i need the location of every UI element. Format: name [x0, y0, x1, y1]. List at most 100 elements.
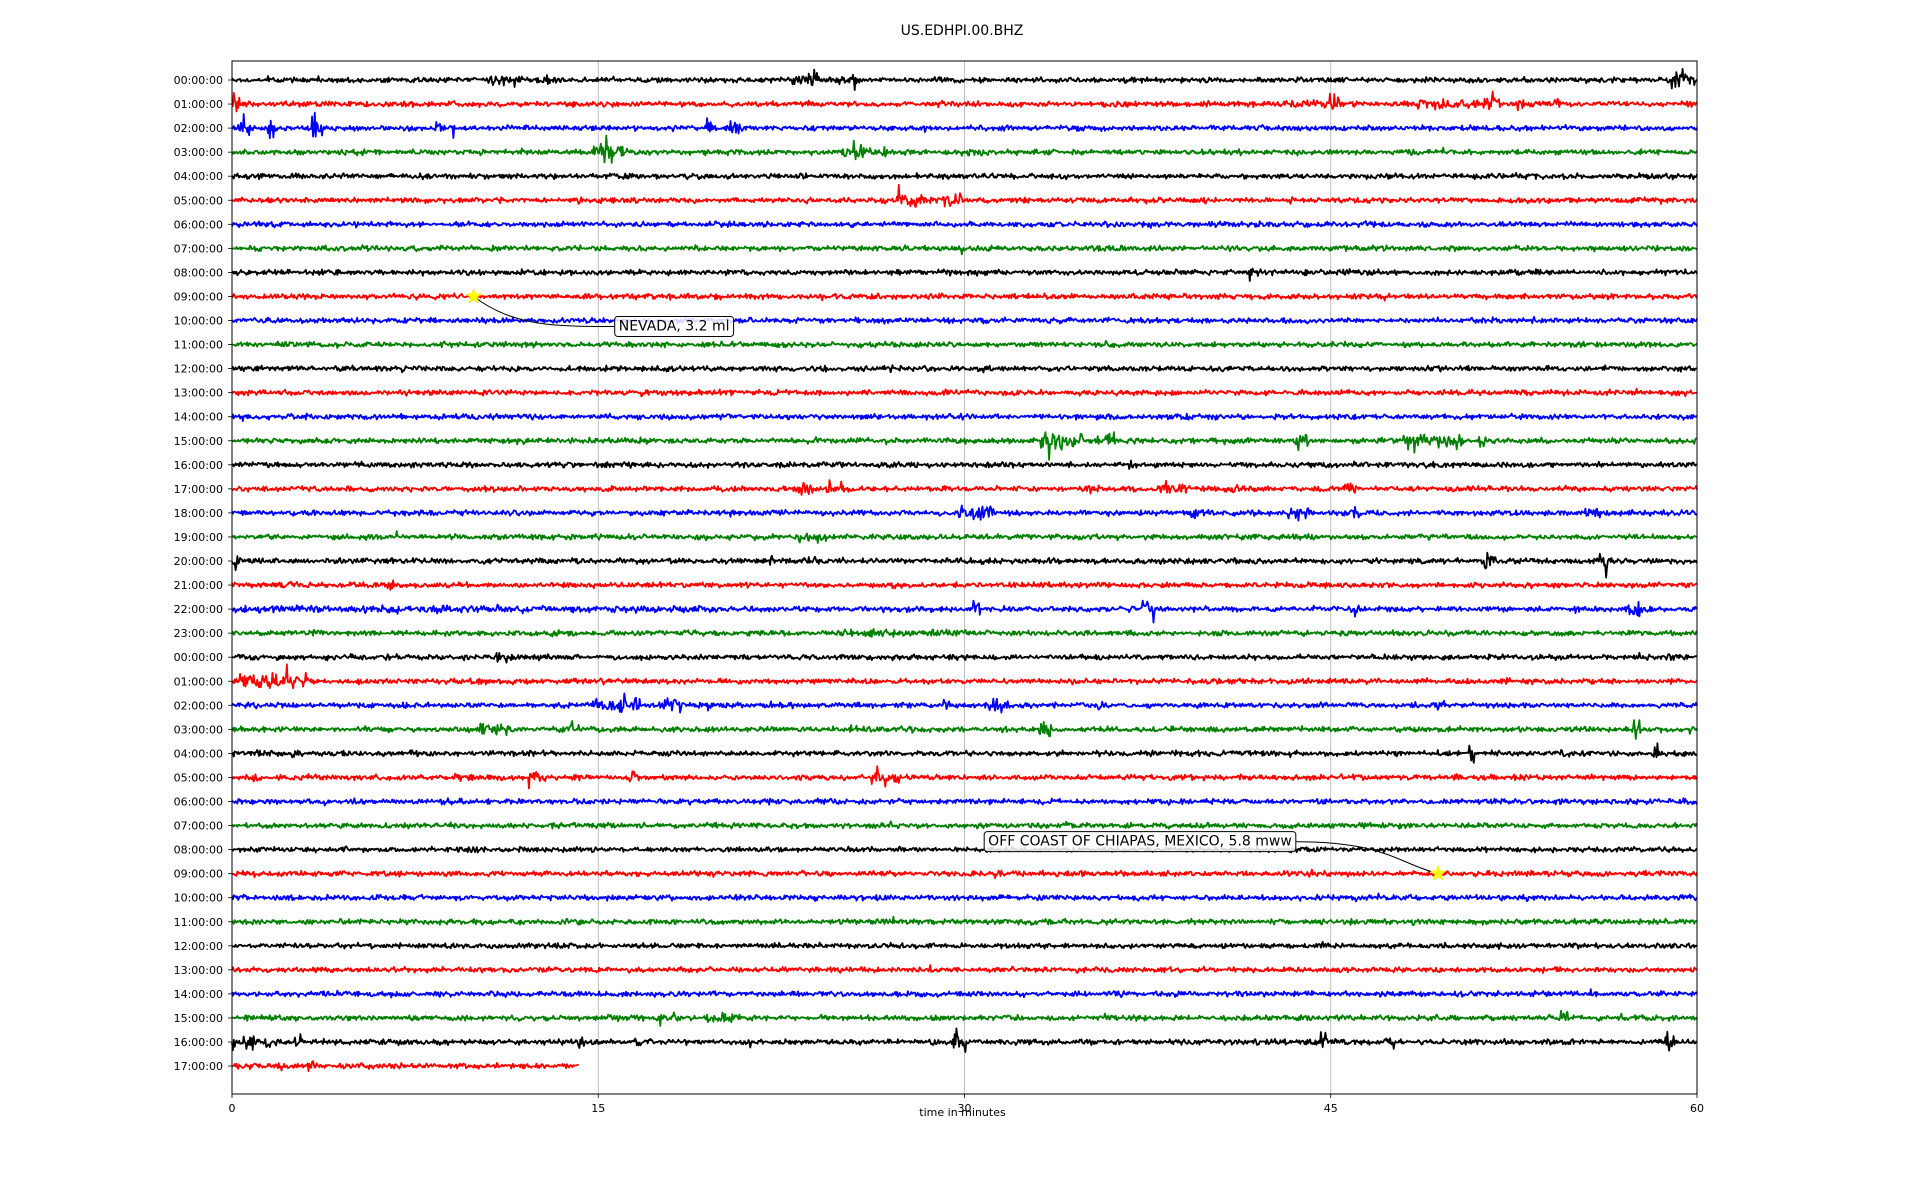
y-tick-label: 19:00:00 [174, 531, 223, 544]
y-tick-label: 02:00:00 [174, 699, 223, 712]
x-tick-label: 45 [1324, 1102, 1338, 1115]
y-tick-label: 09:00:00 [174, 290, 223, 303]
y-tick-label: 08:00:00 [174, 266, 223, 279]
trace-line [231, 964, 1698, 974]
y-tick-label: 13:00:00 [174, 387, 223, 400]
traces [231, 68, 1698, 1072]
trace-line [231, 387, 1698, 398]
event-leader-line [473, 296, 615, 327]
trace-line [231, 479, 1698, 496]
trace-line [231, 651, 1698, 664]
trace-line [231, 742, 1698, 764]
y-tick-label: 14:00:00 [174, 988, 223, 1001]
y-tick-label: 07:00:00 [174, 242, 223, 255]
trace-line [231, 530, 1698, 544]
trace-line [231, 1009, 1698, 1027]
trace-line [231, 797, 1698, 807]
trace-line [231, 663, 1698, 690]
trace-line [231, 599, 1698, 624]
grid-lines [597, 61, 1332, 1094]
y-tick-label: 10:00:00 [174, 892, 223, 905]
y-tick-label: 10:00:00 [174, 315, 223, 328]
y-tick-label: 15:00:00 [174, 1012, 223, 1025]
trace-line [231, 504, 1698, 522]
y-tick-label: 01:00:00 [174, 98, 223, 111]
trace-line [231, 868, 1698, 880]
x-tick-label: 15 [591, 1102, 605, 1115]
y-tick-label: 16:00:00 [174, 459, 223, 472]
event-label-box [614, 315, 735, 337]
event-annotation: OFF COAST OF CHIAPAS, MEXICO, 5.8 mww [983, 831, 1447, 881]
trace-line [231, 719, 1698, 740]
trace-line [231, 364, 1698, 374]
y-tick-label: 05:00:00 [174, 194, 223, 207]
trace-line [231, 220, 1698, 229]
y-tick-label: 04:00:00 [174, 747, 223, 760]
trace-line [231, 134, 1698, 164]
trace-line [231, 692, 1698, 714]
x-axis-label: time in minutes [919, 1106, 1006, 1119]
x-tick-label: 0 [229, 1102, 236, 1115]
trace-line [231, 1060, 579, 1072]
trace-line [231, 579, 1698, 591]
trace-line [231, 628, 1698, 638]
trace-line [231, 1027, 1698, 1053]
trace-line [231, 988, 1698, 999]
trace-line [231, 111, 1698, 140]
y-tick-label: 06:00:00 [174, 796, 223, 809]
trace-line [231, 183, 1698, 208]
trace-line [231, 315, 1698, 325]
y-tick-label: 13:00:00 [174, 964, 223, 977]
trace-line [231, 765, 1698, 790]
y-tick-label: 21:00:00 [174, 579, 223, 592]
trace-line [231, 90, 1698, 113]
y-tick-label: 12:00:00 [174, 363, 223, 376]
trace-line [231, 244, 1698, 256]
trace-line [231, 68, 1698, 91]
event-label: OFF COAST OF CHIAPAS, MEXICO, 5.8 mww [988, 834, 1292, 850]
y-tick-label: 12:00:00 [174, 940, 223, 953]
trace-line [231, 340, 1698, 349]
trace-line [231, 820, 1698, 830]
y-tick-label: 01:00:00 [174, 675, 223, 688]
y-tick-label: 11:00:00 [174, 339, 223, 352]
y-tick-label: 11:00:00 [174, 916, 223, 929]
y-tick-label: 04:00:00 [174, 170, 223, 183]
y-tick-label: 09:00:00 [174, 868, 223, 881]
trace-line [231, 845, 1698, 854]
y-tick-label: 00:00:00 [174, 651, 223, 664]
y-tick-label: 20:00:00 [174, 555, 223, 568]
y-tick-label: 15:00:00 [174, 435, 223, 448]
trace-line [231, 551, 1698, 579]
y-tick-label: 18:00:00 [174, 507, 223, 520]
y-tick-label: 00:00:00 [174, 74, 223, 87]
y-tick-label: 03:00:00 [174, 146, 223, 159]
y-tick-label: 16:00:00 [174, 1036, 223, 1049]
y-tick-label: 06:00:00 [174, 218, 223, 231]
y-tick-label: 05:00:00 [174, 771, 223, 784]
trace-line [231, 412, 1698, 422]
trace-line [231, 892, 1698, 903]
y-tick-label: 14:00:00 [174, 411, 223, 424]
y-tick-label: 08:00:00 [174, 844, 223, 857]
event-star-marker [465, 287, 482, 304]
event-label: NEVADA, 3.2 ml [619, 318, 730, 334]
event-leader-line [1295, 841, 1439, 875]
y-tick-label: 03:00:00 [174, 723, 223, 736]
trace-line [231, 171, 1698, 181]
y-tick-label: 17:00:00 [174, 1060, 223, 1073]
trace-line [231, 941, 1698, 950]
x-axis: 0 15 30 45 60 [229, 1094, 1704, 1115]
y-tick-label: 22:00:00 [174, 603, 223, 616]
y-tick-label: 07:00:00 [174, 820, 223, 833]
trace-line [231, 459, 1698, 470]
y-tick-labels: 00:00:00 01:00:00 02:00:00 03:00:00 04:00:00… [174, 74, 232, 1073]
event-annotation: NEVADA, 3.2 ml [465, 287, 735, 337]
chart-title: US.EDHPI.00.BHZ [901, 23, 1024, 39]
x-tick-label: 60 [1690, 1102, 1704, 1115]
trace-line [231, 431, 1698, 461]
event-star-marker [1429, 864, 1447, 881]
y-tick-label: 02:00:00 [174, 122, 223, 135]
annotations: NEVADA, 3.2 ml OFF COAST OF CHIAPAS, MEXI… [465, 287, 1447, 881]
